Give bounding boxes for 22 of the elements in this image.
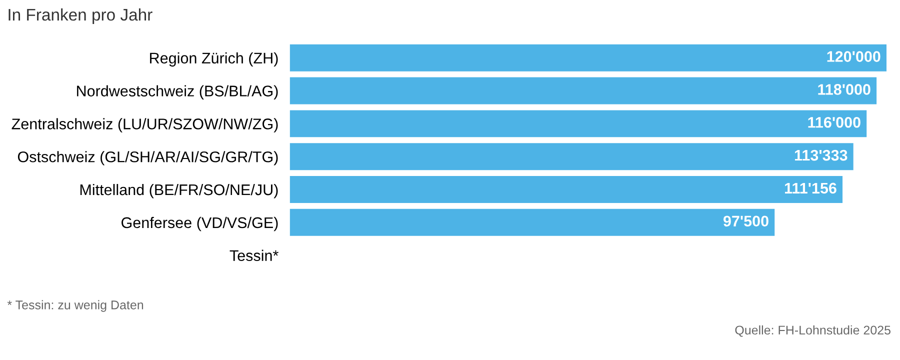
data-label: 118'000 bbox=[818, 84, 870, 95]
data-label: 97'500 bbox=[723, 216, 768, 227]
bar bbox=[290, 143, 854, 170]
bar bbox=[290, 208, 775, 236]
text: * Tessin: zu wenig Daten bbox=[7, 300, 144, 312]
data-label: 111'156 bbox=[785, 182, 836, 194]
bar bbox=[290, 77, 877, 104]
data-label: 120'000 bbox=[827, 51, 880, 62]
y-tick-label: Tessin* bbox=[230, 250, 278, 262]
data-label: 113'333 bbox=[794, 150, 848, 161]
bar bbox=[290, 44, 886, 72]
y-tick-label: Region Zürich (ZH) bbox=[150, 52, 278, 67]
source-note: Quelle: FH-Lohnstudie 2025 bbox=[735, 325, 890, 337]
bar bbox=[290, 110, 867, 138]
data-label: 116'000 bbox=[808, 116, 860, 128]
y-tick-label: Mittelland (BE/FR/SO/NE/JU) bbox=[80, 184, 278, 198]
y-tick-label: Zentralschweiz (LU/UR/SZOW/NW/ZG) bbox=[12, 118, 278, 132]
text: In Franken pro Jahr bbox=[8, 8, 152, 24]
y-tick-label: Genfersee (VD/VS/GE) bbox=[122, 216, 278, 232]
y-tick-label: Ostschweiz (GL/SH/AR/AI/SG/GR/TG) bbox=[18, 151, 278, 166]
y-tick-label: Nordwestschweiz (BS/BL/AG) bbox=[77, 85, 278, 100]
bar bbox=[290, 176, 843, 204]
